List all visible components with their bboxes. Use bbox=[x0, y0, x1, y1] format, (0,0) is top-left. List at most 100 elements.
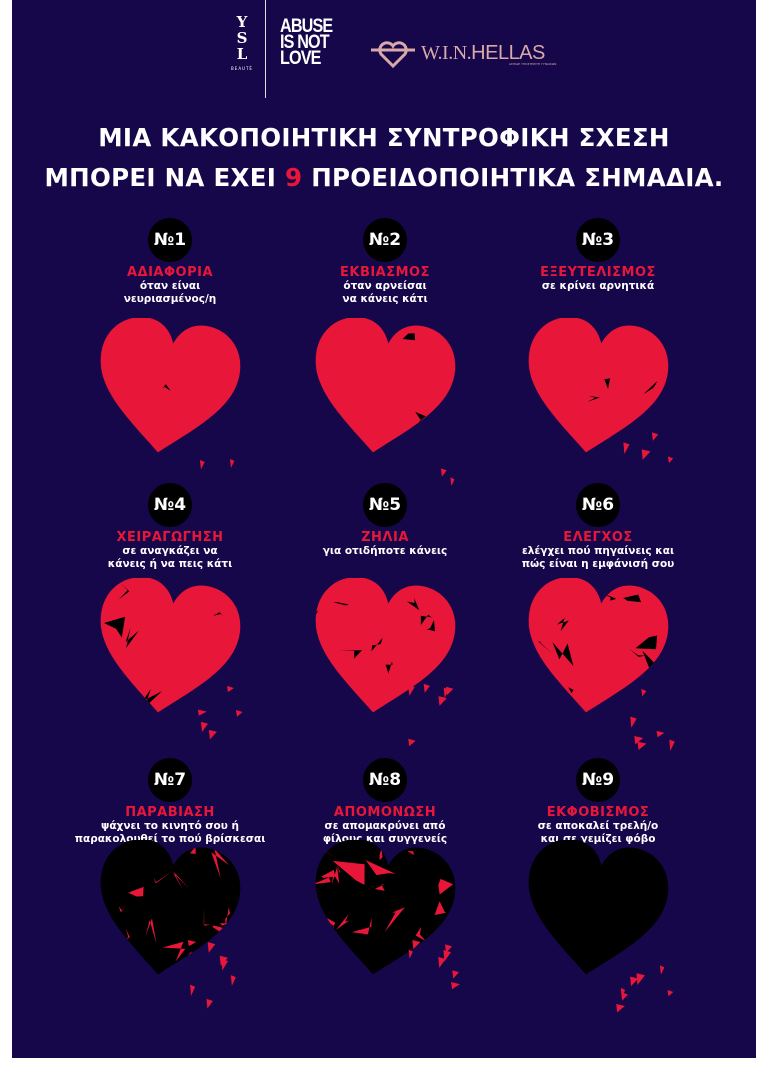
heart-fragment bbox=[423, 683, 430, 693]
sign-card: №9 ΕΚΦΟΒΙΣΜΟΣ σε αποκαλεί τρελή/ο και σε… bbox=[483, 758, 713, 846]
partner-initials: W.I.N. bbox=[421, 41, 472, 64]
crack-shard bbox=[552, 642, 574, 666]
headline-text: ΜΠΟΡΕΙ ΝΑ ΕΧΕΙ bbox=[44, 163, 286, 192]
crack-shard bbox=[332, 860, 365, 885]
crack-shard bbox=[312, 874, 331, 885]
sign-title: ΕΞΕΥΤΕΛΙΣΜΟΣ bbox=[540, 265, 656, 280]
number-badge: №7 bbox=[148, 758, 192, 802]
crack-shard bbox=[331, 866, 340, 885]
heart-fragment bbox=[445, 944, 453, 953]
heart-knot-icon bbox=[371, 41, 415, 68]
crack-shard bbox=[528, 675, 556, 701]
heart-fragment bbox=[630, 716, 637, 728]
heart-fragment bbox=[667, 456, 674, 464]
heart-fragment bbox=[208, 729, 217, 740]
campaign-line: IS NOT bbox=[280, 32, 330, 53]
crack-shard bbox=[162, 384, 171, 391]
heart-fragment bbox=[407, 418, 416, 427]
sign-description: για οτιδήποτε κάνεις bbox=[322, 545, 448, 557]
sign-description: σε κρίνει αρνητικά bbox=[541, 280, 655, 292]
sign-description: σε απομακρύνει από φίλους και συγγενείς bbox=[322, 820, 448, 845]
sign-title: ΑΔΙΑΦΟΡΙΑ bbox=[126, 265, 214, 280]
crack-shard bbox=[162, 941, 186, 962]
heart-fragment bbox=[190, 984, 196, 996]
crack-shard bbox=[173, 871, 189, 890]
crack-shard bbox=[568, 687, 584, 695]
crack-shard bbox=[118, 582, 130, 600]
partner-name-text: HELLAS bbox=[471, 41, 545, 64]
broken-heart-icon bbox=[92, 577, 252, 762]
heart-fragment bbox=[634, 736, 644, 745]
broken-heart-icon bbox=[520, 577, 680, 762]
heart-fragment bbox=[187, 939, 197, 947]
number-badge: №2 bbox=[363, 218, 407, 262]
heart-fragment bbox=[230, 975, 236, 986]
broken-heart-icon bbox=[520, 839, 680, 1024]
partner-name: W.I.N.HELLAS bbox=[421, 42, 545, 65]
crack-shard bbox=[415, 926, 426, 942]
heart-fragment bbox=[641, 688, 647, 697]
crack-shard bbox=[556, 617, 569, 632]
sign-card: №7 ΠΑΡΑΒΙΑΣΗ ψάχνει το κινητό σου ή παρα… bbox=[55, 758, 285, 846]
crack-shard bbox=[371, 637, 383, 652]
heart-fragment bbox=[450, 477, 455, 486]
sign-title: ΕΚΦΟΒΙΣΜΟΣ bbox=[546, 805, 650, 820]
number-badge: №6 bbox=[576, 483, 620, 527]
crack-shard bbox=[438, 878, 454, 895]
headline-text: ΠΡΟΕΙΔΟΠΟΙΗΤΙΚΑ ΣΗΜΑΔΙΑ. bbox=[302, 163, 724, 192]
crack-shard bbox=[402, 333, 415, 341]
crack-shard bbox=[374, 884, 385, 891]
partner-subtitle: ΑΣΠΙΔΕ ΥΠΟΣΤΗΡΙΞΗ ΓΥΝΑΙΚΩΝ bbox=[509, 62, 557, 66]
crack-shard bbox=[118, 903, 128, 913]
crack-shard bbox=[211, 848, 229, 879]
heart-fragment bbox=[630, 675, 635, 684]
crack-shard bbox=[145, 918, 157, 944]
heart-fragment bbox=[659, 965, 665, 975]
heart-fragment bbox=[636, 973, 645, 986]
crack-shard bbox=[635, 635, 658, 650]
heart-fragment bbox=[235, 710, 243, 717]
crack-shard bbox=[225, 907, 230, 930]
heart-fragment bbox=[630, 976, 639, 987]
crack-shard bbox=[365, 860, 396, 875]
logo-divider bbox=[265, 0, 266, 98]
sign-title: ΖΗΛΙΑ bbox=[361, 530, 409, 545]
number-badge: №5 bbox=[363, 483, 407, 527]
crack-shard bbox=[538, 641, 553, 654]
heart-fragment bbox=[229, 459, 235, 469]
heart-fragment bbox=[221, 958, 229, 971]
heart-fragment bbox=[438, 957, 446, 968]
sign-card: №1 ΑΔΙΑΦΟΡΙΑ όταν είναι νευριασμένος/η bbox=[55, 218, 285, 306]
headline: ΜΙΑ ΚΑΚΟΠΟΙΗΤΙΚΗ ΣΥΝΤΡΟΦΙΚΗ ΣΧΕΣΗ ΜΠΟΡΕΙ… bbox=[12, 118, 756, 198]
heart-fragment bbox=[408, 685, 415, 696]
sign-card: №5 ΖΗΛΙΑ για οτιδήποτε κάνεις bbox=[270, 483, 500, 558]
sign-card: №8 ΑΠΟΜΟΝΩΣΗ σε απομακρύνει από φίλους κ… bbox=[270, 758, 500, 846]
crack-shard bbox=[406, 598, 420, 611]
crack-shard bbox=[213, 612, 224, 617]
crack-shard bbox=[604, 378, 611, 389]
heart-fragment bbox=[200, 721, 208, 733]
sign-title: ΕΚΒΙΑΣΜΟΣ bbox=[339, 265, 430, 280]
crack-shard bbox=[90, 938, 120, 970]
win-hellas-logo: W.I.N.HELLAS ΑΣΠΙΔΕ ΥΠΟΣΤΗΡΙΞΗ ΓΥΝΑΙΚΩΝ bbox=[369, 38, 556, 68]
crack-shard bbox=[385, 661, 393, 674]
heart-fragment bbox=[197, 709, 207, 716]
abuse-is-not-love-logo: ABUSE IS NOT LOVE bbox=[280, 17, 333, 68]
crack-shard bbox=[125, 929, 130, 940]
sign-description: ελέγχει πού πηγαίνεις και πώς είναι η εμ… bbox=[521, 545, 675, 570]
heart-fragment bbox=[206, 998, 213, 1009]
heart-fragment bbox=[207, 942, 216, 953]
number-badge: №4 bbox=[148, 483, 192, 527]
number-badge: №9 bbox=[576, 758, 620, 802]
crack-shard bbox=[220, 923, 227, 927]
crack-shard bbox=[321, 869, 336, 878]
sign-card: №3 ΕΞΕΥΤΕΛΙΣΜΟΣ σε κρίνει αρνητικά bbox=[483, 218, 713, 293]
heart-fragment bbox=[445, 686, 454, 696]
heart-fragment bbox=[440, 468, 447, 477]
crack-shard bbox=[426, 620, 435, 632]
heart-fragment bbox=[226, 685, 235, 692]
heart-fragment bbox=[443, 950, 451, 962]
